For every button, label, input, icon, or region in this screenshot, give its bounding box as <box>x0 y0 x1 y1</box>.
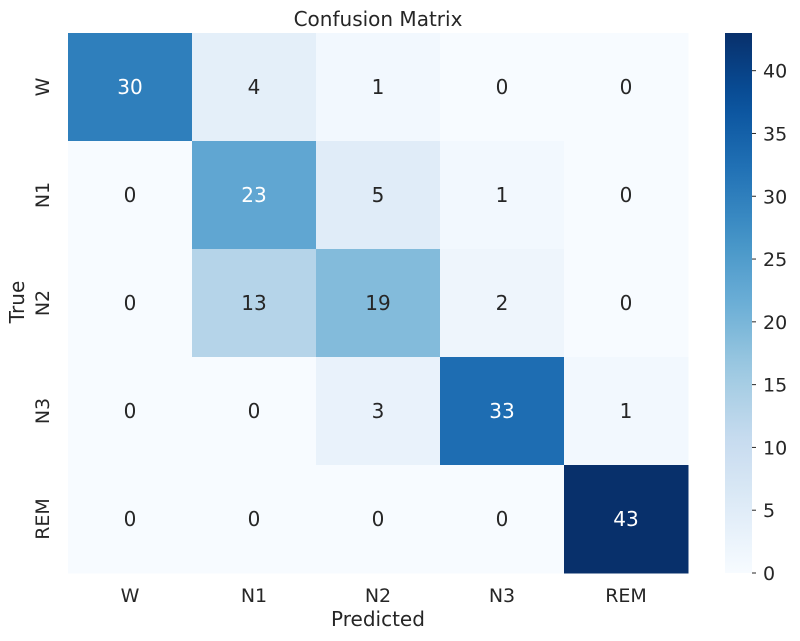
heatmap-cell-n3-w <box>68 357 193 466</box>
cell-value-label: 0 <box>496 507 509 531</box>
y-tick-label: W <box>32 77 54 96</box>
heatmap-cell-w-rem <box>564 33 689 142</box>
chart-title: Confusion Matrix <box>294 7 463 31</box>
x-tick-label: N1 <box>241 585 267 607</box>
y-tick-label: N3 <box>32 398 54 424</box>
heatmap-cell-n3-n3 <box>440 357 565 466</box>
cell-value-label: 0 <box>124 183 137 207</box>
colorbar: 0 5 10 15 20 25 30 35 40 <box>725 33 787 585</box>
heatmap-cell-n1-rem <box>564 141 689 250</box>
heatmap-cell-labels: 30 4 1 0 00 23 5 1 00 13 19 2 00 0 3 33 10 0 0 0 43 <box>117 75 638 531</box>
y-tick-label: N2 <box>32 290 54 316</box>
colorbar-tick-label: 15 <box>763 375 787 397</box>
heatmap-cell-n2-rem <box>564 249 689 358</box>
heatmap-cell-n2-n2 <box>316 249 441 358</box>
cell-value-label: 0 <box>124 399 137 423</box>
x-axis-label: Predicted <box>331 607 425 631</box>
cell-value-label: 0 <box>248 399 261 423</box>
colorbar-tick-label: 0 <box>763 563 775 585</box>
cell-value-label: 0 <box>496 75 509 99</box>
colorbar-gradient <box>725 33 752 573</box>
colorbar-tick-label: 40 <box>763 61 787 83</box>
heatmap-cell-n3-n1 <box>192 357 317 466</box>
heatmap-cell-rem-w <box>68 465 193 574</box>
x-tick-label: N2 <box>365 585 391 607</box>
heatmap-cell-rem-n2 <box>316 465 441 574</box>
heatmap-cell-n1-n2 <box>316 141 441 250</box>
cell-value-label: 0 <box>372 507 385 531</box>
cell-value-label: 0 <box>620 183 633 207</box>
heatmap-cell-n2-w <box>68 249 193 358</box>
cell-value-label: 0 <box>248 507 261 531</box>
cell-value-label: 30 <box>117 75 142 99</box>
x-tick-labels: W N1 N2 N3 REM <box>121 585 647 607</box>
x-tick-label: N3 <box>489 585 515 607</box>
colorbar-tick-label: 35 <box>763 123 787 145</box>
cell-value-label: 2 <box>496 291 509 315</box>
colorbar-tick-label: 20 <box>763 312 787 334</box>
colorbar-tick-label: 10 <box>763 437 787 459</box>
cell-value-label: 19 <box>365 291 390 315</box>
heatmap-cells <box>68 33 689 574</box>
colorbar-tick-label: 25 <box>763 249 787 271</box>
x-tick-label: REM <box>605 585 647 607</box>
cell-value-label: 1 <box>496 183 509 207</box>
cell-value-label: 4 <box>248 75 261 99</box>
heatmap-cell-n2-n1 <box>192 249 317 358</box>
cell-value-label: 0 <box>124 291 137 315</box>
heatmap-cell-w-n2 <box>316 33 441 142</box>
heatmap-cell-n3-n2 <box>316 357 441 466</box>
cell-value-label: 33 <box>489 399 514 423</box>
heatmap-cell-n1-n3 <box>440 141 565 250</box>
y-tick-label: N1 <box>32 182 54 208</box>
y-axis-label: True <box>5 281 29 324</box>
heatmap-cell-rem-n1 <box>192 465 317 574</box>
x-tick-label: W <box>121 585 140 607</box>
cell-value-label: 23 <box>241 183 266 207</box>
heatmap-cell-n1-n1 <box>192 141 317 250</box>
cell-value-label: 5 <box>372 183 385 207</box>
heatmap-cell-n1-w <box>68 141 193 250</box>
cell-value-label: 1 <box>372 75 385 99</box>
cell-value-label: 1 <box>620 399 633 423</box>
heatmap-cell-w-n1 <box>192 33 317 142</box>
cell-value-label: 3 <box>372 399 385 423</box>
cell-value-label: 0 <box>620 75 633 99</box>
heatmap-cell-n2-n3 <box>440 249 565 358</box>
heatmap-cell-n3-rem <box>564 357 689 466</box>
heatmap-cell-rem-n3 <box>440 465 565 574</box>
heatmap-cell-w-w <box>68 33 193 142</box>
cell-value-label: 0 <box>124 507 137 531</box>
y-tick-labels: W N1 N2 N3 REM <box>32 77 54 539</box>
cell-value-label: 43 <box>613 507 638 531</box>
cell-value-label: 13 <box>241 291 266 315</box>
colorbar-tick-label: 30 <box>763 186 787 208</box>
heatmap-cell-w-n3 <box>440 33 565 142</box>
heatmap-cell-rem-rem <box>564 465 689 574</box>
cell-value-label: 0 <box>620 291 633 315</box>
colorbar-tick-label: 5 <box>763 500 775 522</box>
y-tick-label: REM <box>32 498 54 540</box>
